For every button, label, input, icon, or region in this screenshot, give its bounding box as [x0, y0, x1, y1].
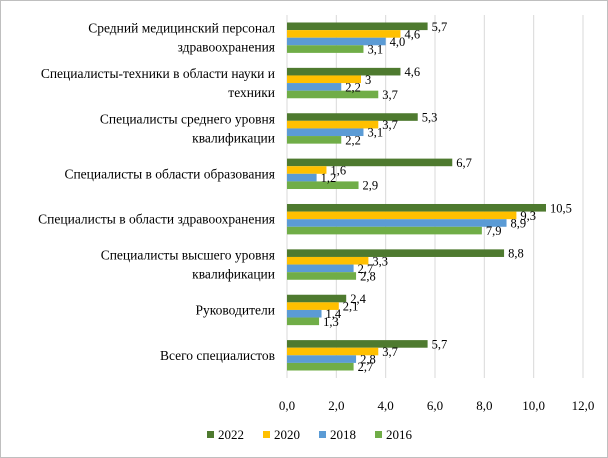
bars — [287, 22, 546, 371]
bar-2016-5 — [287, 272, 357, 280]
category-label-1-0: Специалисты-техники в области науки и — [41, 66, 275, 81]
value-label-2020-4: 9,3 — [520, 209, 536, 223]
category-labels: Средний медицинский персонал здравоохране… — [38, 21, 275, 363]
legend-label-2016: 2016 — [386, 427, 413, 442]
x-tick-label-5: 10,0 — [522, 398, 545, 413]
value-label-2016-3: 2,9 — [363, 179, 379, 193]
bar-2020-2 — [287, 120, 379, 129]
value-label-2018-5: 2,7 — [358, 262, 374, 276]
bar-2018-0 — [287, 37, 386, 46]
value-label-2020-3: 1,6 — [330, 164, 346, 178]
value-label-2016-2: 2,2 — [345, 133, 361, 147]
bar-2016-4 — [287, 226, 482, 235]
category-label-0-1: здравоохранения — [177, 40, 275, 55]
bar-2022-5 — [287, 249, 505, 257]
bar-2022-1 — [287, 67, 401, 76]
bar-2018-4 — [287, 219, 507, 227]
bar-2022-0 — [287, 22, 428, 31]
bar-2018-6 — [287, 309, 322, 318]
value-label-2018-7: 2,8 — [360, 353, 376, 367]
bar-2016-6 — [287, 317, 320, 326]
bar-2016-7 — [287, 362, 354, 371]
category-label-7-0: Всего специалистов — [160, 348, 275, 363]
value-label-2020-0: 4,6 — [404, 27, 420, 41]
bar-2018-3 — [287, 173, 317, 182]
x-tick-label-3: 6,0 — [427, 398, 443, 413]
value-label-2020-2: 3,7 — [382, 118, 398, 132]
value-label-2022-3: 6,7 — [456, 156, 472, 170]
value-label-2022-7: 5,7 — [432, 337, 448, 351]
value-label-2018-0: 4,0 — [390, 35, 406, 49]
legend-label-2022: 2022 — [218, 427, 244, 442]
bar-2018-2 — [287, 128, 364, 137]
bar-2018-5 — [287, 264, 354, 273]
category-label-2-0: Специалисты среднего уровня — [100, 111, 275, 126]
value-label-2016-5: 2,8 — [360, 269, 376, 283]
category-label-5-0: Специалисты высшего уровня — [101, 248, 275, 263]
value-label-2016-6: 1,3 — [323, 315, 339, 329]
legend-swatch-2020 — [263, 431, 270, 438]
value-label-2022-2: 5,3 — [422, 111, 438, 125]
value-label-2018-6: 1,4 — [326, 307, 342, 321]
value-label-2022-5: 8,8 — [508, 247, 524, 261]
x-tick-label-2: 4,0 — [378, 398, 394, 413]
bar-2022-2 — [287, 113, 418, 121]
bar-2016-3 — [287, 181, 359, 190]
bar-2016-2 — [287, 136, 342, 144]
bar-2020-4 — [287, 211, 517, 220]
value-label-2018-3: 1,2 — [321, 171, 337, 185]
bar-2018-1 — [287, 83, 342, 91]
value-label-2022-0: 5,7 — [432, 20, 448, 34]
bar-2018-7 — [287, 355, 357, 363]
value-label-2018-2: 3,1 — [367, 126, 383, 140]
value-label-2020-7: 3,7 — [382, 345, 398, 359]
category-label-0-0: Средний медицинский персонал — [88, 21, 275, 36]
category-label-6-0: Руководители — [196, 302, 275, 317]
x-tick-label-0: 0,0 — [279, 398, 295, 413]
value-label-2020-1: 3 — [365, 73, 371, 87]
bar-2022-7 — [287, 340, 428, 348]
category-label-5-1: квалификации — [192, 267, 275, 282]
category-label-4-0: Специалисты в области здравоохранения — [38, 212, 275, 227]
bar-2022-4 — [287, 203, 546, 212]
value-label-2022-6: 2,4 — [350, 292, 366, 306]
legend-label-2020: 2020 — [274, 427, 300, 442]
legend: 2022 2020 2018 2016 — [207, 427, 413, 442]
bar-2020-7 — [287, 347, 379, 356]
legend-swatch-2018 — [319, 431, 326, 438]
bar-2016-0 — [287, 45, 364, 53]
value-label-2018-4: 8,9 — [511, 216, 527, 230]
x-tick-labels: 0,0 2,0 4,0 6,0 8,0 10,0 12,0 — [279, 398, 595, 413]
category-label-3-0: Специалисты в области образования — [64, 166, 275, 181]
value-label-2020-6: 2,1 — [343, 300, 359, 314]
value-labels: 5,74,64,03,14,632,23,75,33,73,12,26,71,6… — [321, 20, 572, 374]
bar-2022-3 — [287, 158, 453, 167]
x-tick-label-6: 12,0 — [572, 398, 595, 413]
bar-2020-5 — [287, 256, 369, 265]
value-label-2022-4: 10,5 — [550, 201, 572, 215]
bar-2016-1 — [287, 90, 379, 99]
x-tick-label-4: 8,0 — [476, 398, 492, 413]
value-label-2022-1: 4,6 — [404, 65, 420, 79]
category-label-2-1: квалификации — [192, 130, 275, 145]
value-label-2020-5: 3,3 — [372, 254, 388, 268]
category-label-1-1: техники — [228, 85, 275, 100]
bar-2020-3 — [287, 166, 327, 174]
bar-2020-0 — [287, 30, 401, 38]
value-label-2018-1: 2,2 — [345, 80, 361, 94]
bar-2022-6 — [287, 294, 347, 303]
bar-2020-1 — [287, 75, 361, 84]
value-label-2016-0: 3,1 — [367, 43, 383, 57]
value-label-2016-1: 3,7 — [382, 88, 398, 102]
legend-swatch-2016 — [375, 431, 382, 438]
legend-label-2018: 2018 — [330, 427, 356, 442]
legend-swatch-2022 — [207, 431, 214, 438]
value-label-2016-4: 7,9 — [486, 224, 502, 238]
x-tick-label-1: 2,0 — [328, 398, 344, 413]
value-label-2016-7: 2,7 — [358, 360, 374, 374]
bar-2020-6 — [287, 302, 339, 310]
